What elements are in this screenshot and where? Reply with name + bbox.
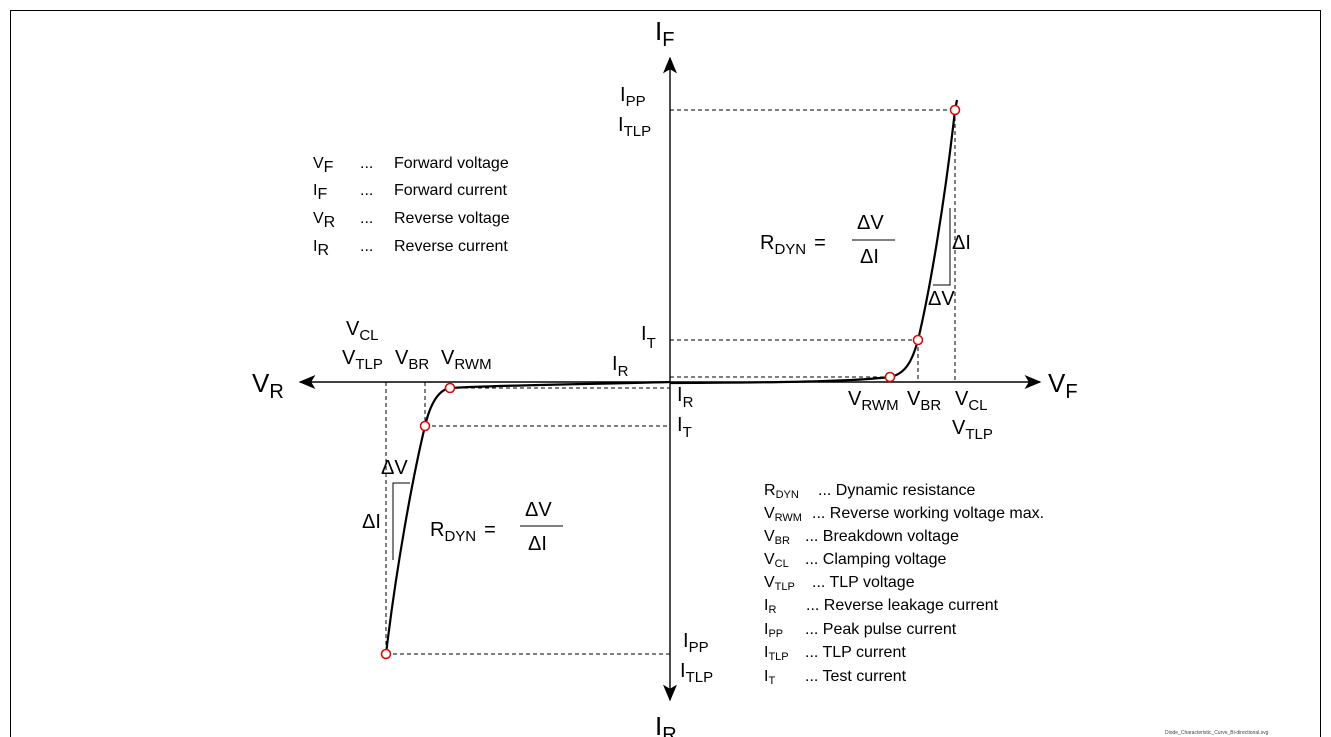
delta-triangle-forward <box>933 208 951 286</box>
legend-description: ... Reverse leakage current <box>806 597 999 614</box>
vtlp-label-reverse: VTLP <box>342 347 383 373</box>
legend-symbol: IPP <box>764 621 783 640</box>
legend-description: ... Peak pulse current <box>805 621 957 638</box>
vrwm-point-forward <box>884 371 896 383</box>
legend-symbol: VF <box>313 155 334 176</box>
legend-dots: ... <box>360 238 373 255</box>
legend-description: ... Breakdown voltage <box>805 528 959 545</box>
legend-symbol: IR <box>764 597 776 616</box>
delta-v-label-reverse: ΔV <box>381 457 408 479</box>
legend-symbol: IF <box>313 182 327 203</box>
ir-label-bottom: IR <box>677 384 694 411</box>
diagram-frame <box>10 10 1321 737</box>
vtlp-label-forward: VTLP <box>952 417 993 443</box>
legend-description: Reverse voltage <box>394 210 510 227</box>
vcl-label-forward: VCL <box>955 388 988 414</box>
legend-symbol: VR <box>313 210 335 231</box>
rdyn-denominator-forward: ΔI <box>860 246 879 268</box>
delta-i-label-reverse: ΔI <box>362 511 381 533</box>
legend-description: ... TLP voltage <box>812 574 915 591</box>
legend-dots: ... <box>360 155 373 172</box>
it-label-bottom: IT <box>677 414 692 441</box>
vbr-label-reverse: VBR <box>395 347 429 373</box>
rdyn-formula-reverse: RDYN = <box>430 519 496 545</box>
vbr-label-forward: VBR <box>907 388 941 414</box>
legend-symbol: VBR <box>764 528 790 547</box>
legend-description: Forward voltage <box>394 155 509 172</box>
it-point-forward <box>912 334 924 346</box>
vrwm-label-reverse: VRWM <box>441 347 492 373</box>
legend-dots: ... <box>360 210 373 227</box>
rdyn-formula-forward: RDYN = <box>760 232 826 258</box>
legend-description: Reverse current <box>394 238 508 255</box>
rdyn-numerator-reverse: ΔV <box>525 499 552 521</box>
if-axis-label: IF <box>655 16 674 51</box>
vrwm-label-forward: VRWM <box>848 388 899 414</box>
ipp-label-top: IPP <box>620 84 646 110</box>
delta-i-label-forward: ΔI <box>952 232 971 254</box>
it-point-reverse <box>419 420 431 432</box>
legend-dots: ... <box>360 182 373 199</box>
bottom-right-legend: RDYN ... Dynamic resistance VRWM ... Rev… <box>764 482 1044 687</box>
footer-caption: Diode_Characteristic_Curve_Bi-directiona… <box>1165 730 1269 736</box>
delta-triangle-reverse <box>392 482 410 560</box>
legend-symbol: IT <box>764 668 775 687</box>
legend-description: ... Test current <box>805 668 907 685</box>
legend-description: Forward current <box>394 182 507 199</box>
top-left-legend: VF ... Forward voltage IF ... Forward cu… <box>313 155 510 259</box>
rdyn-denominator-reverse: ΔI <box>528 533 547 555</box>
itlp-label-bottom: ITLP <box>680 660 713 686</box>
legend-description: ... TLP current <box>805 644 906 661</box>
legend-symbol: VRWM <box>764 505 802 524</box>
legend-symbol: VCL <box>764 551 789 570</box>
legend-symbol: IR <box>313 238 329 259</box>
ipp-point-reverse <box>380 648 392 660</box>
rdyn-numerator-forward: ΔV <box>857 212 884 234</box>
delta-v-label-forward: ΔV <box>928 288 955 310</box>
ir-axis-label: IR <box>655 711 677 737</box>
vf-axis-label: VF <box>1048 368 1078 403</box>
legend-symbol: VTLP <box>764 574 795 593</box>
itlp-label-top: ITLP <box>618 114 651 140</box>
forward-curve <box>669 99 959 385</box>
legend-description: ... Reverse working voltage max. <box>812 505 1044 522</box>
it-label-top: IT <box>641 323 656 352</box>
ir-label-top: IR <box>612 353 629 380</box>
legend-symbol: ITLP <box>764 644 789 663</box>
legend-description: ... Dynamic resistance <box>818 482 975 499</box>
vcl-label-reverse: VCL <box>346 318 379 344</box>
vrwm-point-reverse <box>444 382 456 394</box>
reverse-curve <box>384 380 671 655</box>
legend-symbol: RDYN <box>764 482 799 501</box>
ipp-label-bottom: IPP <box>683 630 709 656</box>
vr-axis-label: VR <box>252 368 284 403</box>
legend-description: ... Clamping voltage <box>805 551 947 568</box>
ipp-point-forward <box>949 104 961 116</box>
